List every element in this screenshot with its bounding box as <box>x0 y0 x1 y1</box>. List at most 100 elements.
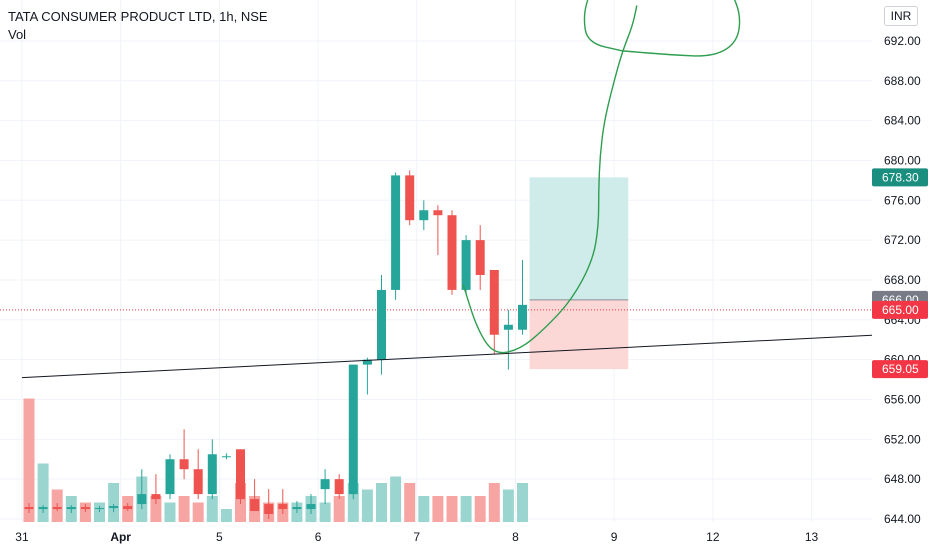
trendline <box>21 334 883 379</box>
volume-bar <box>460 496 472 522</box>
candle-down <box>405 175 415 221</box>
price-axis-bg <box>872 0 932 550</box>
volume-bar <box>192 502 204 522</box>
price-tick-label: 668.00 <box>884 273 921 287</box>
time-tick-label: 31 <box>15 530 29 544</box>
candle-down <box>80 507 90 510</box>
candle-up <box>38 507 48 510</box>
time-tick-label: 5 <box>216 530 223 544</box>
time-tick-label: Apr <box>110 530 131 544</box>
candle-down <box>475 240 485 275</box>
price-tick-label: 684.00 <box>884 114 921 128</box>
price-tag-label: 678.30 <box>882 170 919 184</box>
price-tick-label: 656.00 <box>884 392 921 406</box>
volume-label: Vol <box>8 27 27 42</box>
price-tag-label: 665.00 <box>882 303 919 317</box>
freehand-curve <box>462 5 638 354</box>
candle-up <box>221 456 231 458</box>
volume-bars <box>23 398 528 522</box>
price-tick-label: 688.00 <box>884 74 921 88</box>
price-tick-label: 692.00 <box>884 34 921 48</box>
freehand-loop <box>621 0 741 57</box>
volume-bar <box>94 502 105 522</box>
volume-bar <box>488 483 500 522</box>
price-tick-label: 644.00 <box>884 512 921 526</box>
price-tick-label: 648.00 <box>884 472 921 486</box>
time-axis-bg <box>0 522 932 550</box>
candle-up <box>137 494 147 505</box>
candle-up <box>348 364 358 495</box>
candle-up <box>320 479 330 490</box>
volume-bar <box>502 489 514 522</box>
volume-bar <box>108 483 120 522</box>
freehand-loop-left <box>583 0 624 52</box>
candle-down <box>123 506 133 510</box>
candle-up <box>503 324 513 330</box>
price-tag-current <box>872 300 928 319</box>
volume-bar <box>432 496 444 522</box>
volume-bar <box>164 502 176 522</box>
price-tag-stop <box>872 360 928 379</box>
candle-down <box>334 479 344 495</box>
candle-up <box>391 175 401 290</box>
time-tick-label: 9 <box>611 530 618 544</box>
volume-bar <box>206 496 218 522</box>
candle-up <box>362 359 372 365</box>
volume-bar <box>37 463 49 522</box>
volume-bar <box>178 496 190 522</box>
time-tick-label: 12 <box>706 530 720 544</box>
candle-down <box>151 494 161 500</box>
time-tick-label: 7 <box>413 530 420 544</box>
chart-legend: TATA CONSUMER PRODUCT LTD, 1h, NSE Vol <box>8 8 268 44</box>
volume-bar <box>319 502 331 522</box>
candle-up <box>66 507 76 510</box>
candle-up <box>377 289 386 360</box>
price-tick-label: 672.00 <box>884 233 921 247</box>
volume-bar <box>150 496 162 522</box>
candle-up <box>165 459 175 495</box>
price-axis: 644.00648.00652.00656.00660.00664.00668.… <box>884 34 921 526</box>
candle-down <box>52 507 62 510</box>
candle-up <box>207 454 217 495</box>
candle-up <box>419 210 429 221</box>
candle-down <box>193 469 203 495</box>
volume-bar <box>333 496 345 522</box>
volume-bar <box>418 496 430 522</box>
volume-bar <box>390 476 402 522</box>
candle-down <box>250 499 260 512</box>
currency-badge[interactable]: INR <box>884 6 918 26</box>
volume-bar <box>220 509 232 522</box>
volume-bar <box>404 483 416 522</box>
volume-bar <box>79 502 91 522</box>
volume-bar <box>446 496 458 522</box>
volume-bar <box>347 483 359 522</box>
candle-up <box>292 507 302 510</box>
volume-bar <box>376 483 387 522</box>
candle-down <box>489 270 499 335</box>
candle-down <box>447 215 457 290</box>
price-tick-label: 676.00 <box>884 193 921 207</box>
profit-zone <box>529 177 629 300</box>
candle-up <box>95 508 104 510</box>
candles <box>24 170 527 519</box>
volume-bar <box>23 398 35 522</box>
candle-down <box>433 210 443 216</box>
candle-down <box>24 507 34 510</box>
volume-bar <box>361 489 373 522</box>
candle-up <box>306 504 316 510</box>
symbol-title: TATA CONSUMER PRODUCT LTD, 1h, NSE <box>8 9 268 24</box>
candle-down <box>179 459 189 470</box>
volume-bar <box>474 496 486 522</box>
loss-zone <box>529 299 629 370</box>
candle-up <box>518 304 527 330</box>
time-tick-label: 13 <box>805 530 819 544</box>
price-tag-target <box>872 168 928 187</box>
price-tick-label: 680.00 <box>884 153 921 167</box>
grid-lines <box>0 0 872 522</box>
candle-down <box>278 504 288 510</box>
candle-up <box>461 240 471 290</box>
volume-bar <box>517 483 528 522</box>
candle-down <box>264 504 274 515</box>
